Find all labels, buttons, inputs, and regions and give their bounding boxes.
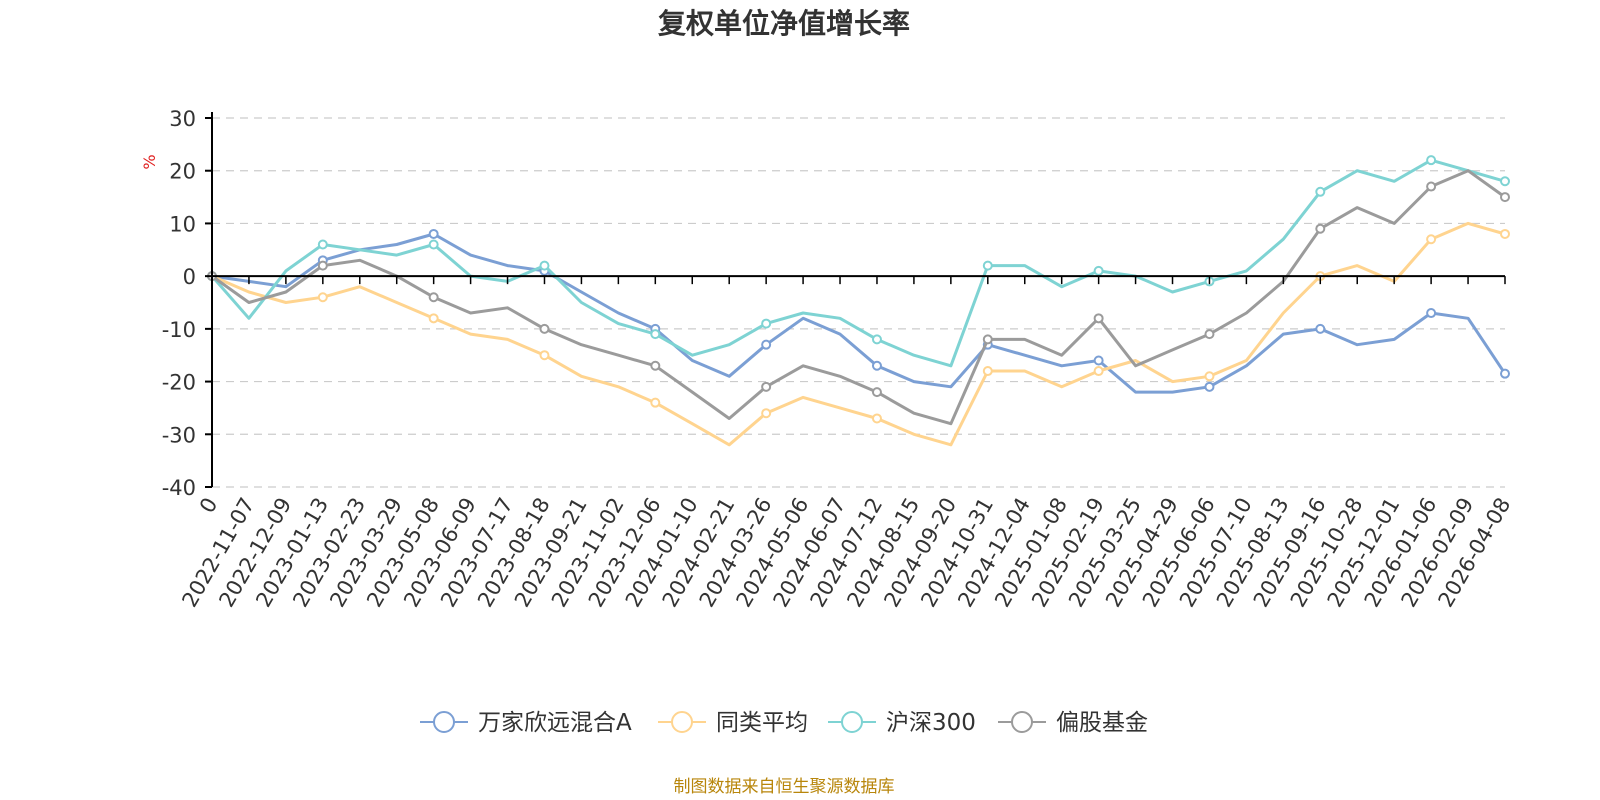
grid-lines [212, 117, 1505, 488]
series-point [317, 239, 328, 250]
y-axis-unit: % [140, 154, 159, 169]
legend: 万家欣远混合A 同类平均 沪深300 偏股基金 [420, 710, 1148, 736]
series-line-1 [211, 232, 1507, 394]
y-tick-label: 0 [183, 265, 196, 289]
legend-marker-2 [671, 711, 693, 733]
series-point [982, 366, 993, 377]
series-point [428, 239, 439, 250]
series-point [1500, 228, 1510, 239]
series-line-2 [211, 221, 1506, 447]
series-point [650, 329, 661, 340]
series-point [982, 334, 993, 345]
series-lines [207, 155, 1510, 447]
series-point [1500, 192, 1510, 203]
series-point [871, 413, 882, 424]
legend-marker-1 [433, 711, 455, 733]
chart-title: 复权单位净值增长率 [658, 7, 910, 40]
series-point [428, 313, 439, 324]
series-point [1204, 329, 1215, 340]
legend-label-1: 万家欣远混合A [478, 710, 632, 736]
series-point [1500, 368, 1510, 379]
series-point [871, 360, 882, 371]
series-point [1093, 355, 1104, 366]
series-point [539, 350, 550, 361]
series-point [1426, 155, 1437, 166]
series-point [871, 387, 882, 398]
legend-label-2: 同类平均 [716, 710, 808, 736]
series-point [982, 260, 993, 271]
series-point [539, 260, 550, 271]
series-point [1093, 265, 1104, 276]
x-tick-label: 0 [195, 494, 222, 518]
series-point [761, 381, 772, 392]
series-point [761, 339, 772, 350]
legend-marker-4 [1011, 711, 1033, 733]
series-point [761, 408, 772, 419]
series-point [650, 360, 661, 371]
series-point [871, 334, 882, 345]
series-point [317, 292, 328, 303]
y-tick-label: -10 [162, 318, 196, 342]
series-point [428, 292, 439, 303]
series-point [1093, 366, 1104, 377]
series-point [317, 260, 328, 271]
y-tick-label: 30 [169, 107, 196, 131]
series-point [539, 323, 550, 334]
series-point [1426, 234, 1437, 245]
series-point [1315, 186, 1326, 197]
series-point [1315, 323, 1326, 334]
y-tick-label: -40 [162, 476, 196, 500]
y-tick-label: -20 [162, 371, 196, 395]
series-point [1426, 181, 1437, 192]
series-point [1204, 381, 1215, 392]
series-point [1093, 313, 1104, 324]
series-line-4 [211, 169, 1506, 426]
series-point [761, 318, 772, 329]
y-tick-label: -30 [162, 423, 196, 447]
series-line-3 [210, 158, 1506, 368]
series-point [1315, 223, 1326, 234]
series-point [428, 228, 439, 239]
series-point [1204, 371, 1215, 382]
legend-label-4: 偏股基金 [1056, 710, 1148, 736]
series-point [1500, 176, 1510, 187]
y-tick-label: 10 [169, 212, 196, 236]
legend-label-3: 沪深300 [886, 710, 976, 736]
source-note: 制图数据来自恒生聚源数据库 [674, 777, 895, 797]
y-tick-label: 20 [169, 160, 196, 184]
axes: 3020100-10-20-30-4002022-11-072022-12-09… [162, 107, 1516, 611]
series-point [650, 397, 661, 408]
series-point [1426, 308, 1437, 319]
legend-marker-3 [841, 711, 863, 733]
